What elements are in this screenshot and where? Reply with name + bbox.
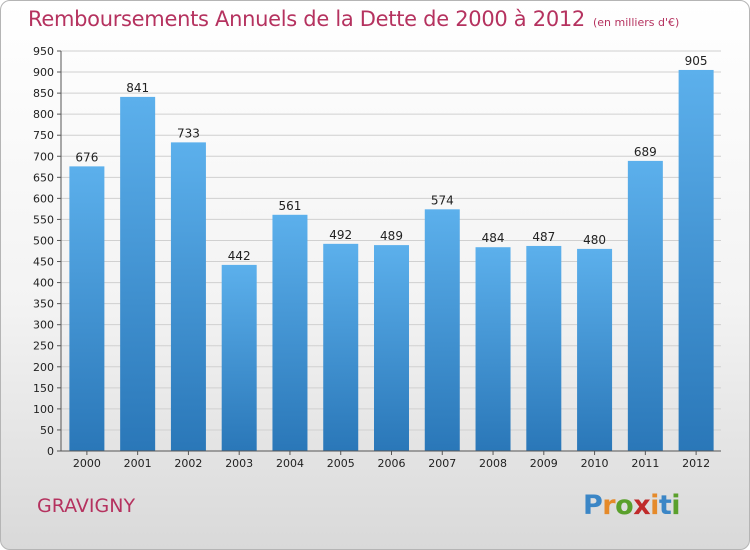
y-tick-label: 850 (33, 87, 54, 100)
bar (221, 264, 257, 451)
y-tick-label: 100 (33, 403, 54, 416)
y-tick-labels: 0 50 100 150 200 250 300 350 400 450 500 550 600 650 7… (33, 45, 54, 458)
x-tick-label: 2012 (682, 457, 710, 470)
y-tick-label: 200 (33, 361, 54, 374)
bar (69, 166, 105, 452)
bar (526, 245, 562, 451)
y-tick-label: 400 (33, 277, 54, 290)
y-tick-label: 900 (33, 66, 54, 79)
chart-subtitle: (en milliers d'€) (593, 16, 680, 29)
bar (323, 243, 359, 451)
bar (272, 214, 308, 451)
bar (170, 142, 206, 452)
title-text: Remboursements Annuels de la Dette de 20… (28, 7, 585, 31)
bar-value-label: 676 (75, 150, 98, 164)
y-tick-label: 50 (40, 424, 54, 437)
bar-value-label: 574 (431, 193, 454, 207)
y-tick-label: 250 (33, 340, 54, 353)
y-tick-label: 700 (33, 150, 54, 163)
location-name: GRAVIGNY (37, 495, 136, 517)
bar-value-label: 841 (126, 81, 149, 95)
x-tick-label: 2004 (276, 457, 304, 470)
logo-letter: P (583, 490, 603, 521)
x-tick-label: 2007 (428, 457, 456, 470)
bar (475, 247, 511, 451)
x-tick-label: 2009 (530, 457, 558, 470)
y-tick-label: 950 (33, 45, 54, 58)
bar-value-label: 484 (482, 231, 505, 245)
bar-value-label: 905 (685, 54, 708, 68)
logo-letter: t (658, 490, 672, 521)
bar-value-label: 492 (329, 228, 352, 242)
y-tick-label: 550 (33, 213, 54, 226)
bar (678, 69, 714, 452)
bar-chart: 0 50 100 150 200 250 300 350 400 450 500 550 600 650 7… (33, 45, 721, 470)
x-tick-label: 2010 (581, 457, 609, 470)
bar (627, 160, 663, 452)
bar (120, 96, 156, 451)
logo-letter: o (615, 490, 634, 521)
x-tick-label: 2008 (479, 457, 507, 470)
y-tick-label: 600 (33, 192, 54, 205)
bar-value-label: 489 (380, 229, 403, 243)
y-tick-label: 800 (33, 108, 54, 121)
proxiti-logo: Proxiti (583, 490, 681, 521)
bar (577, 248, 613, 451)
logo-letter: i (650, 490, 659, 521)
y-tick-label: 150 (33, 382, 54, 395)
x-tick-label: 2005 (327, 457, 355, 470)
bar (374, 245, 409, 451)
bar-value-label: 561 (279, 199, 302, 213)
x-tick-labels: 2000 2001 2002 2003 2004 2005 2006 2007 2008 2009… (73, 451, 710, 470)
x-tick-label: 2002 (174, 457, 202, 470)
y-tick-label: 300 (33, 319, 54, 332)
axes (60, 51, 721, 452)
y-tick-label: 350 (33, 298, 54, 311)
bar-value-label: 480 (583, 233, 606, 247)
bar-value-label: 689 (634, 145, 657, 159)
logo-letter: i (671, 490, 681, 521)
y-tick-label: 650 (33, 171, 54, 184)
bar-value-label: 733 (177, 126, 200, 140)
x-tick-label: 2001 (124, 457, 152, 470)
logo-letter: r (602, 490, 616, 521)
bar (424, 209, 460, 451)
x-tick-label: 2006 (378, 457, 406, 470)
bar-value-label: 442 (228, 249, 251, 263)
bar-value-label: 487 (532, 230, 555, 244)
x-tick-label: 2000 (73, 457, 101, 470)
y-tick-label: 750 (33, 129, 54, 142)
bars (69, 69, 714, 452)
y-tick-label: 0 (47, 445, 54, 458)
chart-title: Remboursements Annuels de la Dette de 20… (28, 7, 679, 31)
logo-letter: x (633, 490, 651, 521)
y-tick-label: 500 (33, 234, 54, 247)
x-tick-label: 2003 (225, 457, 253, 470)
y-tick-label: 450 (33, 256, 54, 269)
value-labels: 676 841 733 442 561 492 489 574 484 487 480 689 905 (75, 54, 707, 263)
x-tick-label: 2011 (631, 457, 659, 470)
